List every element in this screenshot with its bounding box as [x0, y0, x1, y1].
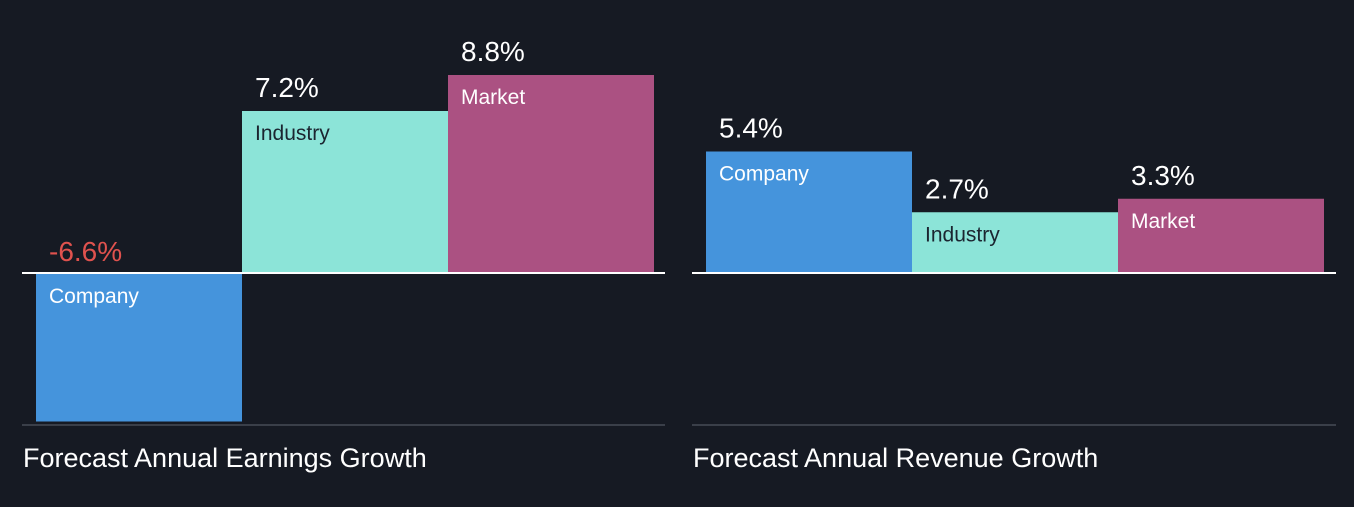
revenue-industry-bar	[912, 212, 1118, 273]
earnings-company-value-label: -6.6%	[49, 236, 122, 267]
revenue-company-bar	[706, 151, 912, 273]
revenue-growth-panel: Company 5.4% Industry 2.7% Market 3.3% Forecas…	[692, 113, 1336, 473]
revenue-industry-category-label: Industry	[925, 223, 1000, 246]
earnings-chart-title: Forecast Annual Earnings Growth	[23, 443, 427, 473]
earnings-industry-value-label: 7.2%	[255, 72, 319, 103]
revenue-industry-value-label: 2.7%	[925, 173, 989, 204]
revenue-company-category-label: Company	[719, 163, 809, 186]
earnings-market-category-label: Market	[461, 86, 525, 109]
earnings-industry-category-label: Industry	[255, 122, 330, 145]
earnings-market-value-label: 8.8%	[461, 36, 525, 67]
earnings-industry-bar	[242, 111, 448, 273]
earnings-market-bar	[448, 75, 654, 273]
earnings-growth-panel: Company -6.6% Industry 7.2% Market 8.8% Foreca…	[22, 36, 665, 473]
revenue-market-category-label: Market	[1131, 210, 1195, 233]
earnings-company-category-label: Company	[49, 285, 139, 308]
revenue-market-bar	[1118, 198, 1324, 273]
revenue-company-value-label: 5.4%	[719, 113, 783, 144]
revenue-market-value-label: 3.3%	[1131, 160, 1195, 191]
revenue-chart-title: Forecast Annual Revenue Growth	[693, 443, 1098, 473]
earnings-company-bar	[36, 273, 242, 422]
